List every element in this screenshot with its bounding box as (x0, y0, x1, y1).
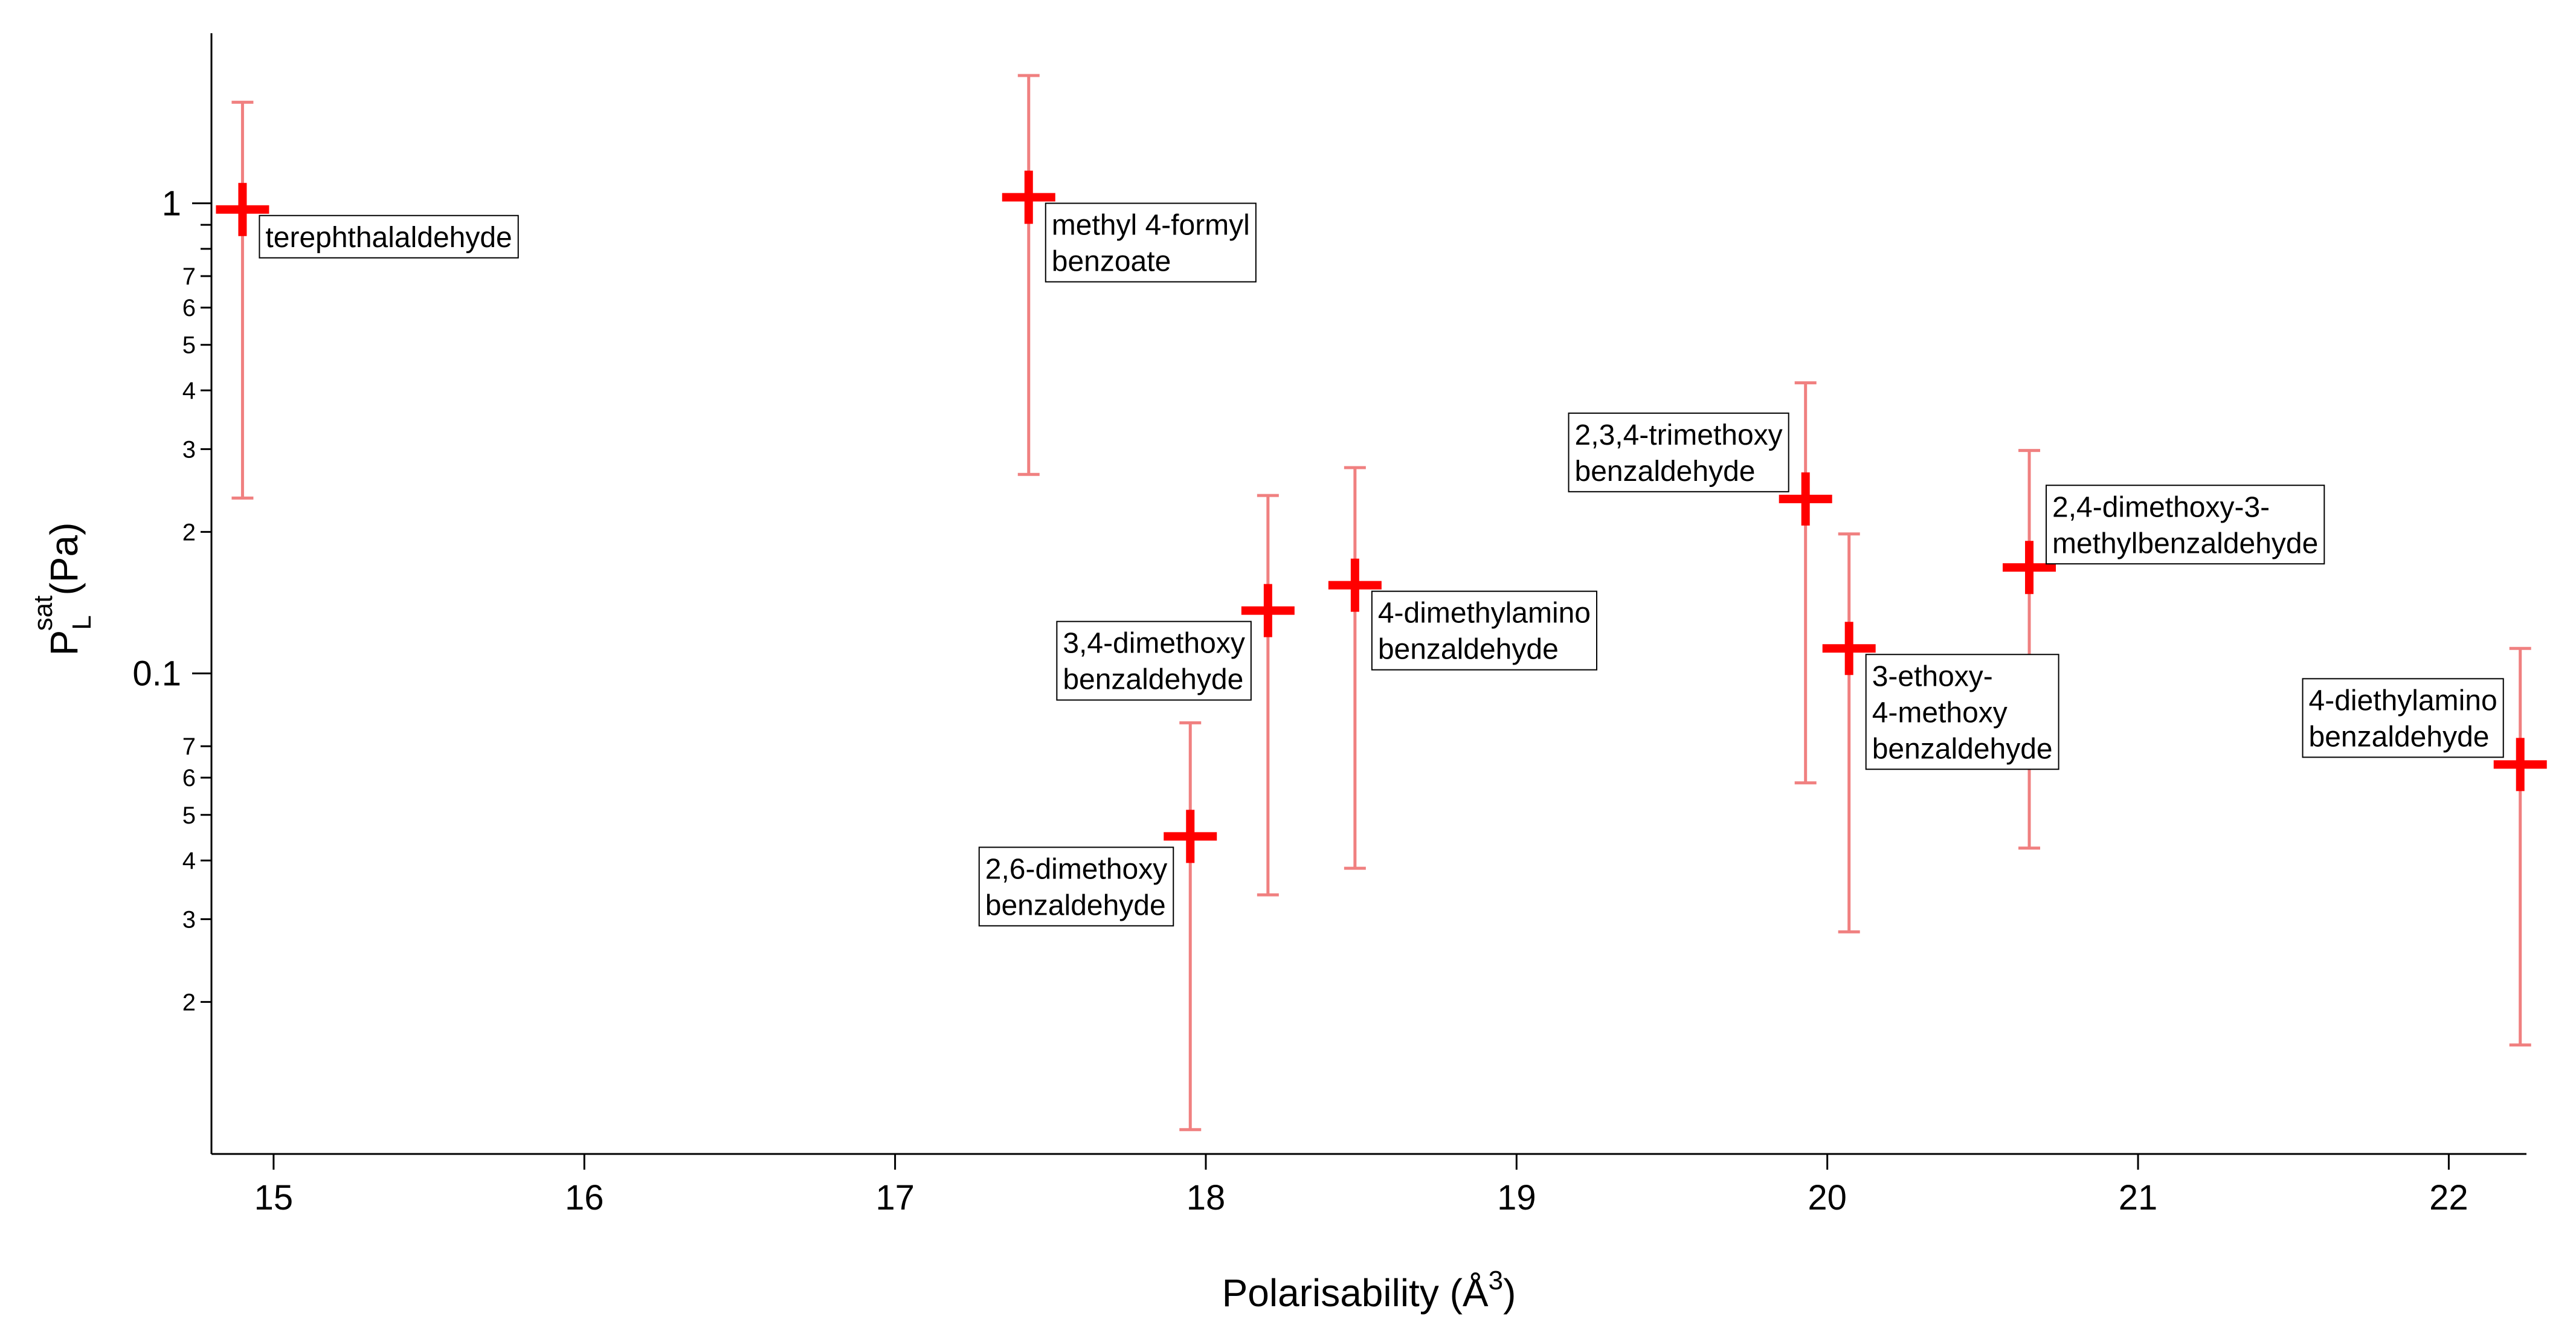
x-tick-label: 17 (875, 1178, 915, 1217)
y-minor-tick-label: 4 (182, 378, 196, 404)
point-label-line: benzaldehyde (985, 889, 1166, 921)
point-label-line: 2,4-dimethoxy-3- (2052, 491, 2270, 523)
point-label-line: benzoate (1052, 245, 1171, 277)
y-minor-tick-label: 6 (182, 765, 196, 791)
point-label-line: benzaldehyde (2309, 721, 2490, 753)
x-tick-label: 20 (1808, 1178, 1847, 1217)
point-label-line: 4-dimethylamino (1378, 598, 1591, 630)
point-label-line: benzaldehyde (1063, 664, 1243, 696)
x-tick-label: 19 (1497, 1178, 1536, 1217)
point-label-line: 3-ethoxy- (1872, 660, 1993, 692)
point-label-line: 2,3,4-trimethoxy (1575, 419, 1783, 451)
y-axis-title: PLsat(Pa) (28, 523, 97, 656)
point-label-box (1371, 590, 1598, 671)
point-label-box (978, 846, 1174, 927)
point-label-line: methyl 4-formyl (1052, 209, 1250, 241)
point-label: 2,6-dimethoxy benzaldehyde (978, 846, 1174, 927)
point-label-box (1056, 620, 1252, 701)
point-label: 4-dimethylamino benzaldehyde (1371, 590, 1598, 671)
point-label-box (259, 214, 519, 259)
x-axis-title: Polarisability (Å3) (1222, 1266, 1516, 1315)
point-label-line: methylbenzaldehyde (2052, 527, 2318, 559)
y-minor-tick-label: 2 (182, 989, 196, 1016)
point-label: terephthalaldehyde (259, 214, 519, 259)
x-tick-label: 18 (1187, 1178, 1226, 1217)
x-tick-label: 22 (2429, 1178, 2468, 1217)
y-minor-tick-label: 3 (182, 906, 196, 933)
point-label: 2,4-dimethoxy-3- methylbenzaldehyde (2046, 485, 2325, 565)
y-minor-tick-label: 2 (182, 519, 196, 546)
point-label-line: benzaldehyde (1575, 456, 1756, 488)
point-labels: terephthalaldehyde methyl 4-formyl benzoat… (259, 202, 2504, 927)
y-minor-tick-label: 5 (182, 802, 196, 829)
y-major-tick-label: 1 (162, 184, 181, 223)
point-label-line: 4-methoxy (1872, 697, 2008, 729)
point-label-box (2046, 485, 2325, 565)
x-tick-label: 15 (254, 1178, 294, 1217)
point-label-box (1865, 654, 2059, 770)
y-minor-tick-label: 4 (182, 848, 196, 874)
point-label-box (1045, 202, 1257, 283)
point-label-line: terephthalaldehyde (265, 222, 512, 254)
point-label: 3-ethoxy- 4-methoxy benzaldehyde (1865, 654, 2059, 770)
point-label-line: 4-diethylamino (2309, 685, 2497, 717)
point-label-box (2302, 678, 2504, 758)
point-label-box (1568, 412, 1789, 492)
point-label-line: benzaldehyde (1378, 634, 1559, 666)
axis-titles: Polarisability (Å3) PLsat(Pa) (28, 523, 1516, 1315)
y-minor-tick-label: 3 (182, 436, 196, 463)
y-major-tick-label: 0.1 (132, 654, 181, 694)
y-minor-tick-label: 7 (182, 263, 196, 290)
x-tick-label: 21 (2119, 1178, 2158, 1217)
point-label: methyl 4-formyl benzoate (1045, 202, 1257, 283)
point-label-line: 3,4-dimethoxy (1063, 628, 1245, 660)
x-tick-label: 16 (565, 1178, 604, 1217)
point-label-line: 2,6-dimethoxy (985, 853, 1167, 885)
y-minor-tick-label: 7 (182, 733, 196, 760)
y-minor-tick-label: 6 (182, 295, 196, 321)
point-label: 2,3,4-trimethoxy benzaldehyde (1568, 412, 1789, 492)
point-label: 4-diethylamino benzaldehyde (2302, 678, 2504, 758)
axes: 15 16 17 18 19 20 21 22 0.1 1 2 3 4 5 6 7 2 3 4 5 6 7 (132, 33, 2526, 1217)
y-minor-tick-label: 5 (182, 332, 196, 359)
point-label: 3,4-dimethoxy benzaldehyde (1056, 620, 1252, 701)
point-label-line: benzaldehyde (1872, 733, 2053, 765)
error-bars (231, 74, 2531, 1132)
markers (216, 170, 2547, 863)
